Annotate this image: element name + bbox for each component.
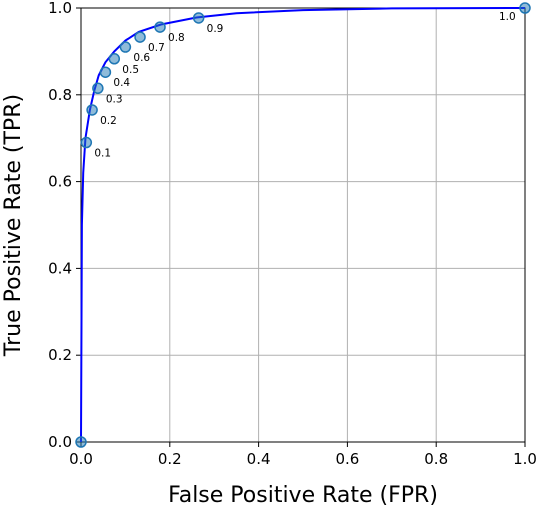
threshold-label: 0.4 bbox=[113, 77, 130, 89]
threshold-marker bbox=[192, 12, 205, 24]
x-tick-label: 0.4 bbox=[247, 450, 271, 468]
threshold-marker bbox=[108, 53, 121, 65]
threshold-label: 0.5 bbox=[122, 64, 139, 76]
roc-curve bbox=[80, 7, 526, 443]
threshold-label: 0.8 bbox=[168, 32, 185, 44]
x-tick-label: 0.2 bbox=[158, 450, 182, 468]
y-tick-label: 1.0 bbox=[48, 0, 72, 17]
plot-frame bbox=[80, 7, 526, 443]
threshold-marker bbox=[99, 66, 112, 78]
y-tick-label: 0.4 bbox=[48, 259, 72, 277]
x-tick-label: 1.0 bbox=[513, 450, 537, 468]
threshold-marker bbox=[80, 136, 93, 149]
x-axis-title: False Positive Rate (FPR) bbox=[168, 483, 438, 506]
threshold-marker bbox=[119, 41, 132, 53]
y-tick-labels: 0.0 0.2 0.4 0.6 0.8 1.0 bbox=[48, 0, 72, 451]
threshold-label: 0.7 bbox=[148, 42, 165, 54]
threshold-label: 0.9 bbox=[207, 23, 224, 35]
threshold-marker bbox=[154, 21, 166, 33]
y-tick-label: 0.8 bbox=[48, 86, 72, 104]
threshold-marker bbox=[92, 82, 104, 95]
threshold-label: 1.0 bbox=[499, 11, 516, 23]
threshold-marker bbox=[134, 31, 146, 43]
threshold-marker bbox=[519, 2, 531, 14]
x-tick-label: 0.6 bbox=[335, 450, 359, 468]
y-tick-label: 0.6 bbox=[48, 173, 72, 191]
axis-ticks bbox=[76, 7, 526, 447]
threshold-label: 0.2 bbox=[100, 115, 117, 127]
grid-lines bbox=[80, 7, 526, 443]
y-axis-title: True Positive Rate (TPR) bbox=[1, 94, 26, 357]
threshold-markers bbox=[75, 2, 531, 448]
x-tick-labels: 0.0 0.2 0.4 0.6 0.8 1.0 bbox=[69, 450, 537, 468]
threshold-labels: 0.1 0.2 0.3 0.40.50.60.70.8 0.9 1.0 bbox=[94, 11, 515, 160]
y-tick-label: 0.0 bbox=[48, 433, 72, 451]
threshold-label: 0.6 bbox=[133, 52, 150, 64]
threshold-label: 0.1 bbox=[94, 148, 111, 160]
threshold-label: 0.3 bbox=[106, 93, 123, 105]
x-tick-label: 0.0 bbox=[69, 450, 93, 468]
x-tick-label: 0.8 bbox=[424, 450, 448, 468]
y-tick-label: 0.2 bbox=[48, 346, 72, 364]
threshold-marker bbox=[86, 104, 98, 116]
threshold-marker bbox=[75, 436, 87, 448]
